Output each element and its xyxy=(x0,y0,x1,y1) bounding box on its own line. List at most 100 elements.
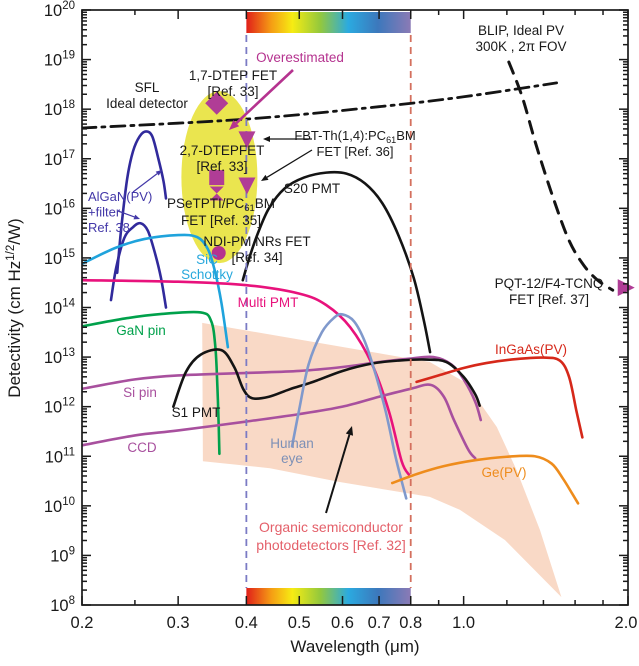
y-axis-tick-labels: 108 109 1010 1011 1012 1013 1014 1015 1016 1017 10… xyxy=(44,0,76,615)
arrow-filter xyxy=(117,210,140,220)
label-si-pin: Si pin xyxy=(123,385,157,400)
label-algan-line-1: +filter xyxy=(88,205,121,220)
label-gan-pin: GaN pin xyxy=(116,323,166,338)
visible-spectrum-colorbar-bottom xyxy=(246,588,411,605)
marker-17-dtep-fet xyxy=(205,91,229,115)
label-algan-line-0: AlGaN(PV) xyxy=(88,189,152,204)
label-ge-line-0: Ge(PV) xyxy=(481,465,526,480)
y-tick-1e17: 1017 xyxy=(44,149,75,169)
y-tick-1e13: 1013 xyxy=(44,347,75,367)
label-overestimated: Overestimated xyxy=(256,50,344,65)
marker-fbt-th-upper xyxy=(238,131,256,149)
x-tick-2.0: 2.0 xyxy=(615,614,638,632)
x-tick-0.4: 0.4 xyxy=(235,614,258,632)
marker-pqt-12 xyxy=(617,279,635,297)
marker-fbt-th-lower xyxy=(238,177,256,195)
label-organic-line-1: photodetectors [Ref. 32] xyxy=(256,537,405,553)
label-multi-pmt-line-0: Multi PMT xyxy=(238,295,299,310)
curve-s20-pmt xyxy=(241,170,432,354)
x-axis-tick-labels: 0.2 0.3 0.4 0.5 0.6 0.7 0.8 1.0 2.0 xyxy=(71,614,638,632)
y-tick-1e11: 1011 xyxy=(45,446,75,466)
curve-gan-pin xyxy=(82,310,221,456)
y-tick-1e9: 109 xyxy=(50,545,75,565)
label-si-pin-line-0: Si pin xyxy=(123,385,157,400)
y-tick-1e10: 1010 xyxy=(44,496,75,516)
label-human-eye-line-0: Human xyxy=(270,436,314,451)
label-ge: Ge(PV) xyxy=(481,465,526,480)
curve-multi-pmt xyxy=(82,278,411,477)
label-17-dtep: 1,7-DTEP FET[Ref. 33] xyxy=(189,68,277,99)
axes: 0.2 0.3 0.4 0.5 0.6 0.7 0.8 1.0 2.0 108 109 1010 101… xyxy=(5,0,637,656)
y-tick-1e12: 1012 xyxy=(44,397,75,417)
y-tick-1e15: 1015 xyxy=(44,248,75,268)
label-organic-line-0: Organic semiconductor xyxy=(259,519,403,535)
y-tick-1e8: 108 xyxy=(50,595,75,615)
arrow-overestimated xyxy=(229,69,294,130)
label-organic: Organic semiconductor photodetectors [Ref… xyxy=(256,519,405,553)
label-psetpti-line-0: PSeTPTI/PC61BM xyxy=(167,196,275,214)
label-s1-pmt-line-0: S1 PMT xyxy=(172,405,221,420)
arrow-algan xyxy=(132,170,162,193)
label-human-eye-line-1: eye xyxy=(281,451,303,466)
x-tick-0.7: 0.7 xyxy=(368,614,391,632)
x-tick-0.3: 0.3 xyxy=(167,614,190,632)
curve-blip-ideal-pv xyxy=(507,60,615,292)
curve-human-eye xyxy=(290,312,408,500)
y-tick-1e18: 1018 xyxy=(44,99,75,119)
curve-ingaas-pv xyxy=(415,356,584,439)
curve-ccd xyxy=(82,383,477,460)
label-ccd-line-0: CCD xyxy=(127,440,156,455)
label-17-dtep-line-1: [Ref. 33] xyxy=(207,84,258,99)
label-blip-line-1: 300K , 2π FOV xyxy=(475,39,566,54)
label-blip-line-0: BLIP, Ideal PV xyxy=(478,23,564,38)
label-psetpti-line-1: FET [Ref. 35] xyxy=(181,213,261,228)
arrow-fbt-upper xyxy=(263,136,312,142)
label-ingaas-line-0: InGaAs(PV) xyxy=(495,342,567,357)
label-27-dtepfet-line-0: 2,7-DTEPFET xyxy=(180,143,265,158)
label-pqt-line-1: FET [Ref. 37] xyxy=(509,292,589,307)
label-s1-pmt: S1 PMT xyxy=(172,405,221,420)
curve-algan-pv xyxy=(115,130,168,275)
x-tick-0.5: 0.5 xyxy=(288,614,311,632)
curve-sic-schottky xyxy=(82,233,230,349)
y-tick-1e16: 1016 xyxy=(44,198,75,218)
label-17-dtep-line-0: 1,7-DTEP FET xyxy=(189,68,277,83)
visible-spectrum-colorbar-top xyxy=(246,12,411,33)
marker-psetpti xyxy=(209,186,224,201)
y-tick-1e14: 1014 xyxy=(44,298,76,318)
marker-27-dtepfet xyxy=(209,170,225,186)
label-pqt-line-0: PQT-12/F4-TCNQ xyxy=(495,276,604,291)
curve-s1-pmt xyxy=(172,348,481,408)
label-multi-pmt: Multi PMT xyxy=(238,295,299,310)
x-axis-title: Wavelength (μm) xyxy=(290,637,419,656)
x-tick-1.0: 1.0 xyxy=(452,614,475,632)
x-tick-0.8: 0.8 xyxy=(399,614,422,632)
x-tick-0.2: 0.2 xyxy=(71,614,94,632)
label-27-dtepfet-line-1: [Ref. 33] xyxy=(196,159,247,174)
label-ndi-line-1: [Ref. 34] xyxy=(231,250,282,265)
y-axis-ticks xyxy=(82,9,628,606)
curve-ge-pv xyxy=(390,454,580,505)
label-sic-line-0: SiC xyxy=(196,252,218,267)
y-tick-1e20: 1020 xyxy=(44,0,75,20)
label-gan-pin-line-0: GaN pin xyxy=(116,323,166,338)
arrow-organic xyxy=(325,426,354,514)
label-s20: S20 PMT xyxy=(284,181,340,196)
curve-sfl-ideal-detector xyxy=(82,81,559,130)
y-tick-1e19: 1019 xyxy=(44,50,75,70)
curve-algan-filter xyxy=(109,221,168,309)
label-27-dtepfet: 2,7-DTEPFET[Ref. 33] xyxy=(180,143,265,174)
label-algan-line-2: Ref. 38 xyxy=(88,220,130,235)
marker-ndi-pm xyxy=(211,245,226,260)
label-ndi-line-0: NDI-PM NRs FET xyxy=(203,234,310,249)
label-ingaas: InGaAs(PV) xyxy=(495,342,567,357)
